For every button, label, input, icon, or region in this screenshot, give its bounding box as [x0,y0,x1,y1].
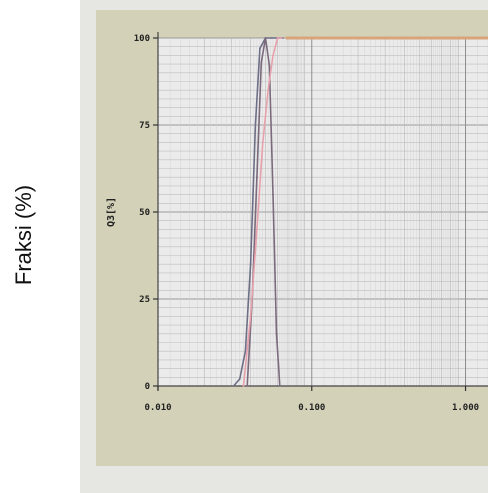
series-point [238,378,241,380]
series-point [249,263,252,266]
series-point [267,89,269,92]
y-tick-label: 50 [139,208,150,218]
series-point [281,37,283,39]
x-tick-label: 1.000 [452,403,479,413]
y-axis-title: Q3[%] [106,197,117,227]
series-point [232,385,235,387]
series-point [249,315,252,318]
series-point [264,37,267,39]
y-tick-label: 0 [145,382,150,392]
series-point [270,37,273,39]
series-point [259,47,261,50]
series-point [272,54,274,57]
series-point [244,350,247,353]
series-point [261,141,264,144]
series-point [268,64,271,67]
series-point [254,124,257,126]
series-line [242,37,282,387]
series-point [246,385,249,387]
series-point [256,176,258,179]
series-point [464,37,467,39]
y-tick-label: 25 [139,295,150,305]
series-point [272,193,274,196]
series-point [278,385,281,387]
x-tick-label: 0.010 [144,403,171,413]
y-tick-label: 75 [139,121,150,131]
series-line [232,37,283,387]
x-tick-label: 0.100 [298,403,325,413]
series-point [242,385,245,387]
series-point [256,228,258,231]
series-point [276,37,279,39]
series-point [310,37,313,39]
series-point [260,61,263,64]
series-point [275,332,278,335]
y-tick-label: 100 [134,34,150,44]
series-point [418,37,421,39]
series-point [285,37,287,39]
